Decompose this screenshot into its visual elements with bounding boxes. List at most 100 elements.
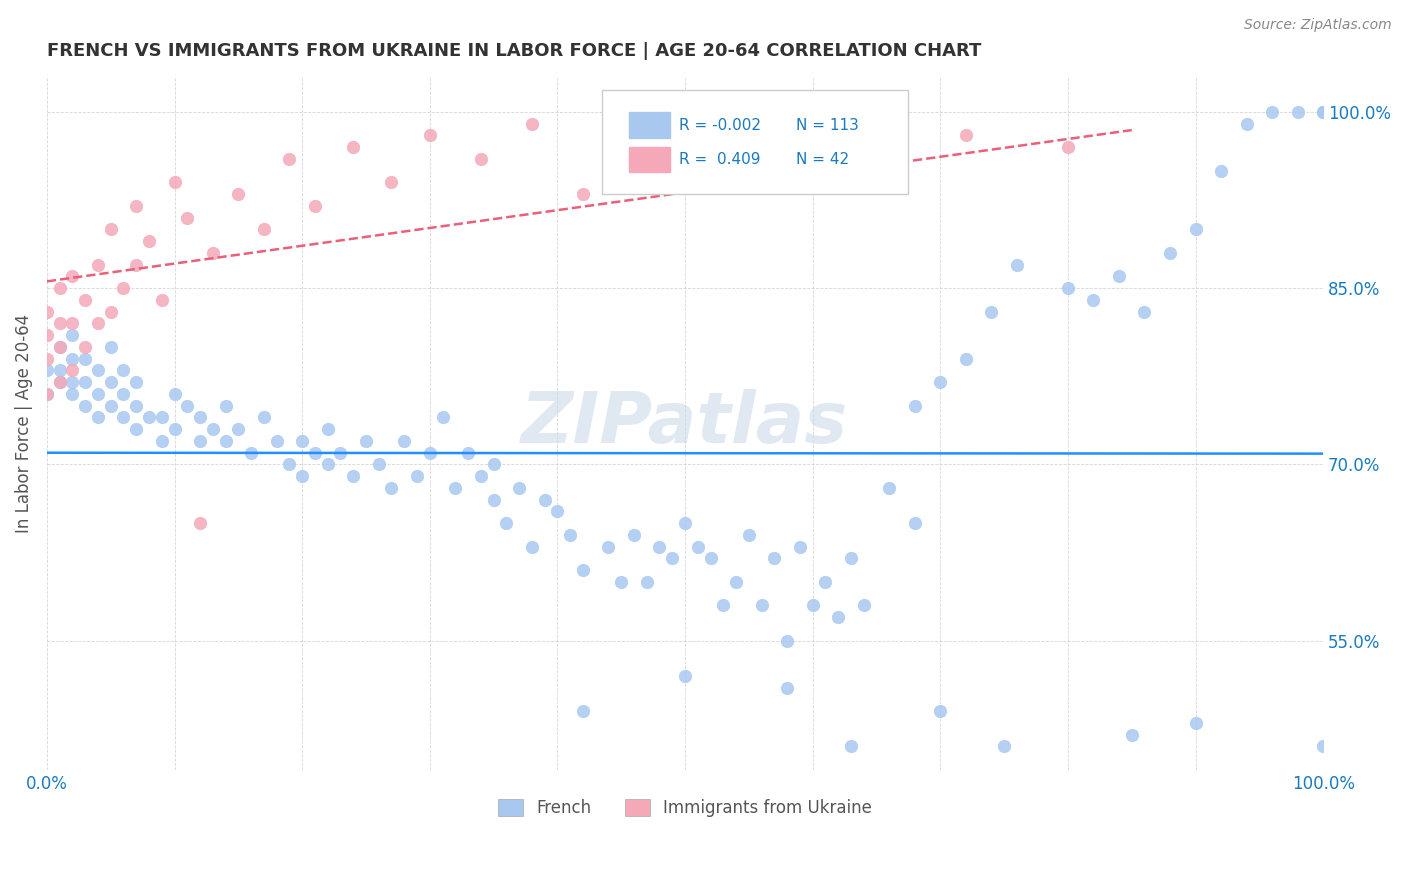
Point <box>75 293 97 307</box>
Point <box>686 540 709 554</box>
Point <box>546 504 568 518</box>
Point <box>636 574 658 589</box>
Point <box>62 328 84 343</box>
Point <box>100 304 122 318</box>
Point <box>125 258 148 272</box>
Point <box>291 434 314 448</box>
Point <box>112 410 135 425</box>
Point <box>457 445 479 459</box>
Point <box>112 363 135 377</box>
Point <box>240 445 263 459</box>
Point <box>87 363 110 377</box>
Point <box>354 434 377 448</box>
Point <box>150 410 173 425</box>
Text: N = 113: N = 113 <box>796 118 859 133</box>
Point <box>673 516 696 531</box>
Point <box>214 399 236 413</box>
Point <box>62 351 84 366</box>
Point <box>316 422 339 436</box>
Point <box>444 481 467 495</box>
Text: N = 42: N = 42 <box>796 153 849 168</box>
Point <box>35 387 58 401</box>
Point <box>188 516 211 531</box>
Point <box>482 492 505 507</box>
Point <box>100 340 122 354</box>
Point <box>610 574 633 589</box>
Point <box>304 199 326 213</box>
Point <box>35 304 58 318</box>
FancyBboxPatch shape <box>602 90 908 194</box>
Point <box>291 469 314 483</box>
Point <box>751 599 773 613</box>
Point <box>699 551 721 566</box>
Point <box>125 375 148 389</box>
Point <box>62 375 84 389</box>
Point <box>125 399 148 413</box>
Point <box>1312 104 1334 119</box>
Point <box>62 387 84 401</box>
FancyBboxPatch shape <box>628 112 669 137</box>
Point <box>827 610 849 624</box>
Point <box>48 375 70 389</box>
Point <box>1057 140 1080 154</box>
Text: ZIPatlas: ZIPatlas <box>522 389 849 458</box>
Point <box>1184 716 1206 731</box>
Point <box>138 410 160 425</box>
Point <box>35 351 58 366</box>
Y-axis label: In Labor Force | Age 20-64: In Labor Force | Age 20-64 <box>15 314 32 533</box>
Point <box>112 387 135 401</box>
Point <box>367 458 389 472</box>
Point <box>380 175 402 189</box>
Point <box>572 563 595 577</box>
Point <box>176 211 198 225</box>
Point <box>1083 293 1105 307</box>
Point <box>112 281 135 295</box>
Point <box>163 422 186 436</box>
Point <box>738 528 761 542</box>
Point <box>201 246 224 260</box>
Point <box>75 399 97 413</box>
Point <box>278 458 301 472</box>
Point <box>508 481 530 495</box>
Point <box>533 492 555 507</box>
Point <box>100 222 122 236</box>
Point <box>48 363 70 377</box>
Point <box>35 387 58 401</box>
Point <box>150 434 173 448</box>
Point <box>673 669 696 683</box>
Point <box>1286 104 1309 119</box>
Point <box>380 481 402 495</box>
Point <box>419 128 441 143</box>
Point <box>125 199 148 213</box>
Point <box>904 516 927 531</box>
Point <box>1121 728 1143 742</box>
Point <box>1312 739 1334 754</box>
Text: Source: ZipAtlas.com: Source: ZipAtlas.com <box>1244 18 1392 32</box>
Point <box>865 104 887 119</box>
Point <box>648 540 671 554</box>
Point <box>228 422 250 436</box>
Point <box>406 469 429 483</box>
Point <box>266 434 288 448</box>
Point <box>495 516 517 531</box>
Text: FRENCH VS IMMIGRANTS FROM UKRAINE IN LABOR FORCE | AGE 20-64 CORRELATION CHART: FRENCH VS IMMIGRANTS FROM UKRAINE IN LAB… <box>46 42 981 60</box>
Point <box>520 540 543 554</box>
Point <box>801 599 824 613</box>
Point <box>636 140 658 154</box>
Point <box>482 458 505 472</box>
Point <box>163 387 186 401</box>
Point <box>1312 104 1334 119</box>
Point <box>789 540 811 554</box>
Point <box>176 399 198 413</box>
Point <box>62 269 84 284</box>
Point <box>814 574 837 589</box>
Point <box>955 351 977 366</box>
Point <box>993 739 1015 754</box>
Point <box>188 434 211 448</box>
Point <box>394 434 416 448</box>
Point <box>1108 269 1130 284</box>
Point <box>776 117 799 131</box>
Point <box>75 340 97 354</box>
Point <box>598 540 620 554</box>
Point <box>87 258 110 272</box>
